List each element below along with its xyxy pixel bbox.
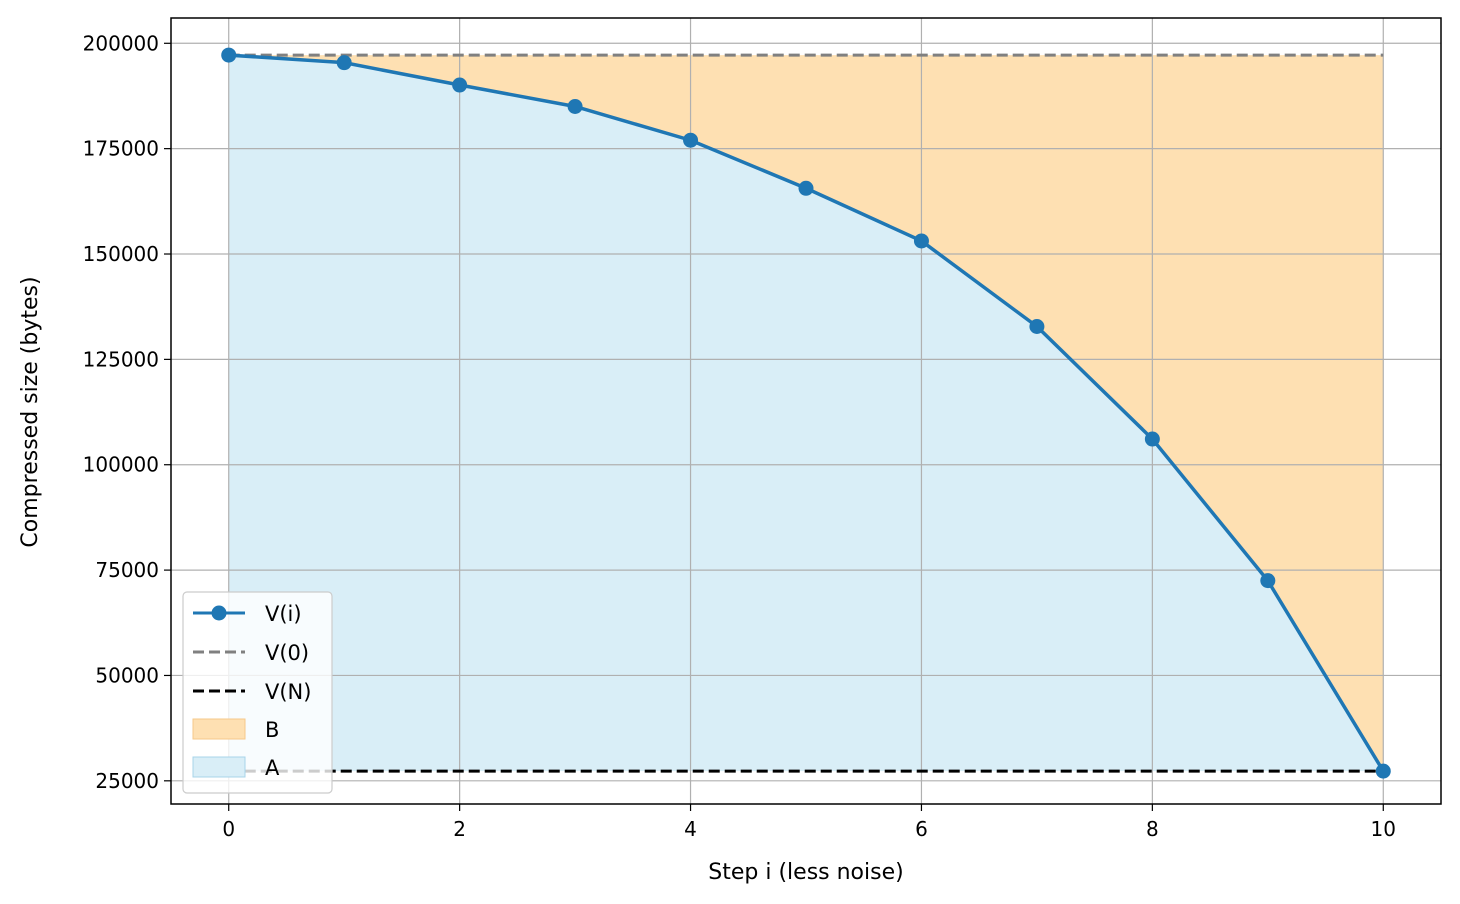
data-point-vi bbox=[1375, 763, 1391, 779]
legend-entry-b: B bbox=[192, 718, 279, 742]
y-tick-label: 75000 bbox=[95, 558, 159, 582]
legend-entry-v0: V(0) bbox=[193, 641, 309, 665]
y-axis-ticks: 25000 50000 75000 100000 125000 150000 175000 2… bbox=[83, 31, 171, 793]
legend-label-b: B bbox=[265, 718, 279, 742]
legend-entry-vi: V(i) bbox=[193, 602, 302, 626]
x-tick-label: 0 bbox=[222, 817, 235, 841]
legend-swatch-b bbox=[192, 718, 246, 740]
data-points bbox=[221, 47, 1391, 779]
data-point-vi bbox=[798, 180, 814, 196]
x-axis-label: Step i (less noise) bbox=[708, 860, 903, 885]
x-tick-label: 6 bbox=[915, 817, 928, 841]
data-point-vi bbox=[913, 233, 929, 249]
data-point-vi bbox=[1029, 318, 1045, 334]
legend-entry-a: A bbox=[192, 756, 280, 780]
y-tick-label: 150000 bbox=[83, 242, 159, 266]
legend-label-vn: V(N) bbox=[265, 680, 311, 704]
fill-region-b bbox=[228, 55, 1384, 772]
y-tick-label: 25000 bbox=[95, 769, 159, 793]
legend-label-vi: V(i) bbox=[265, 602, 302, 626]
data-point-vi bbox=[1260, 573, 1276, 589]
data-point-vi bbox=[452, 77, 468, 93]
data-point-vi bbox=[683, 132, 699, 148]
y-tick-label: 50000 bbox=[95, 663, 159, 687]
y-axis-label: Compressed size (bytes) bbox=[18, 276, 43, 547]
data-point-vi bbox=[336, 55, 352, 71]
legend-box bbox=[182, 591, 333, 794]
x-tick-label: 10 bbox=[1371, 817, 1396, 841]
legend: V(i) V(0) V(N) B A bbox=[182, 591, 333, 794]
y-tick-label: 100000 bbox=[83, 453, 159, 477]
legend-label-v0: V(0) bbox=[265, 641, 309, 665]
x-tick-label: 2 bbox=[453, 817, 466, 841]
x-tick-label: 4 bbox=[684, 817, 697, 841]
fill-region-a bbox=[228, 55, 1384, 772]
legend-swatch-a bbox=[192, 756, 246, 778]
y-tick-label: 200000 bbox=[83, 31, 159, 55]
x-tick-label: 8 bbox=[1146, 817, 1159, 841]
legend-label-a: A bbox=[265, 756, 280, 780]
area-fills bbox=[228, 55, 1384, 772]
y-tick-label: 125000 bbox=[83, 347, 159, 371]
data-point-vi bbox=[221, 47, 237, 63]
grid bbox=[171, 18, 1441, 804]
data-point-vi bbox=[1144, 431, 1160, 447]
legend-entry-vn: V(N) bbox=[193, 680, 311, 704]
legend-swatch-vi-marker bbox=[211, 605, 227, 621]
plot-frame bbox=[170, 17, 1442, 805]
y-tick-label: 175000 bbox=[83, 137, 159, 161]
data-point-vi bbox=[567, 99, 583, 115]
x-axis-ticks: 0 2 4 6 8 10 bbox=[222, 804, 1396, 841]
